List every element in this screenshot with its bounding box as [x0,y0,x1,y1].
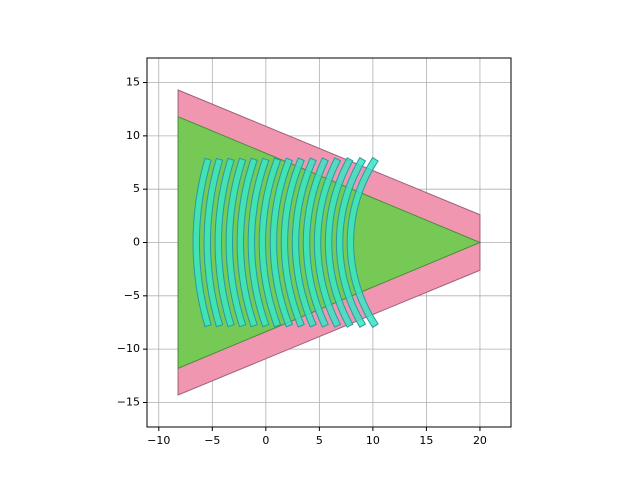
x-tick-label: −5 [204,434,220,447]
y-tick-label: 0 [133,236,140,249]
x-tick-label: 0 [262,434,269,447]
x-tick-label: 20 [473,434,487,447]
arc [269,157,293,328]
x-tick-label: 15 [419,434,433,447]
y-tick-label: 15 [126,76,140,89]
arc [203,157,224,328]
arc [280,157,305,328]
y-tick-label: −5 [124,289,140,302]
y-tick-label: 5 [133,182,140,195]
y-tick-label: 10 [126,129,140,142]
arc [346,156,379,329]
arc [236,157,258,328]
arc [324,157,354,328]
arc [247,157,270,328]
arc [291,157,317,328]
arc [313,157,342,328]
arc [214,157,235,328]
arc [258,157,282,328]
y-tick-label: −10 [117,342,140,355]
y-tick-label: −15 [117,395,140,408]
arc [225,157,247,328]
arc [192,157,212,328]
x-tick-label: 5 [316,434,323,447]
x-tick-label: −10 [147,434,170,447]
arc [302,157,329,328]
arc [335,156,367,329]
x-tick-label: 10 [366,434,380,447]
